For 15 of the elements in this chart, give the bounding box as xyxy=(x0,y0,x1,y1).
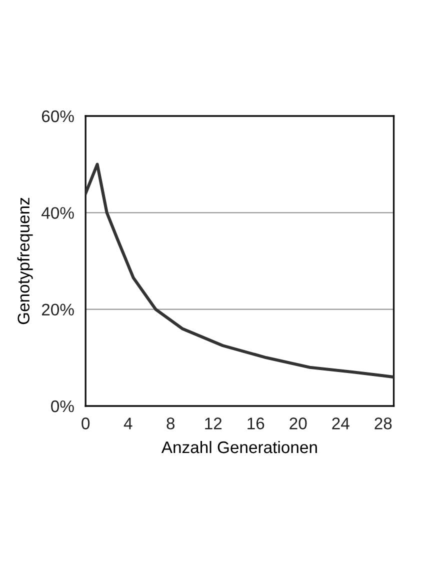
x-tick-label: 12 xyxy=(205,418,222,430)
x-tick-label: 20 xyxy=(290,418,307,430)
x-tick-label: 4 xyxy=(124,418,132,430)
y-tick-label: 20% xyxy=(42,304,74,316)
x-tick-label: 24 xyxy=(332,418,350,430)
x-tick-label: 0 xyxy=(82,418,90,430)
x-tick-label: 8 xyxy=(166,418,175,430)
x-tick-label: 16 xyxy=(248,418,264,430)
y-tick-label: 0% xyxy=(51,400,74,412)
y-axis-title: Genotypfrequenz xyxy=(17,198,33,324)
line-series xyxy=(86,162,394,379)
x-tick-label: 28 xyxy=(374,418,392,430)
y-tick-label: 40% xyxy=(42,207,74,219)
x-axis-title: Anzahl Generationen xyxy=(161,440,317,454)
y-tick-label: 60% xyxy=(42,110,74,122)
